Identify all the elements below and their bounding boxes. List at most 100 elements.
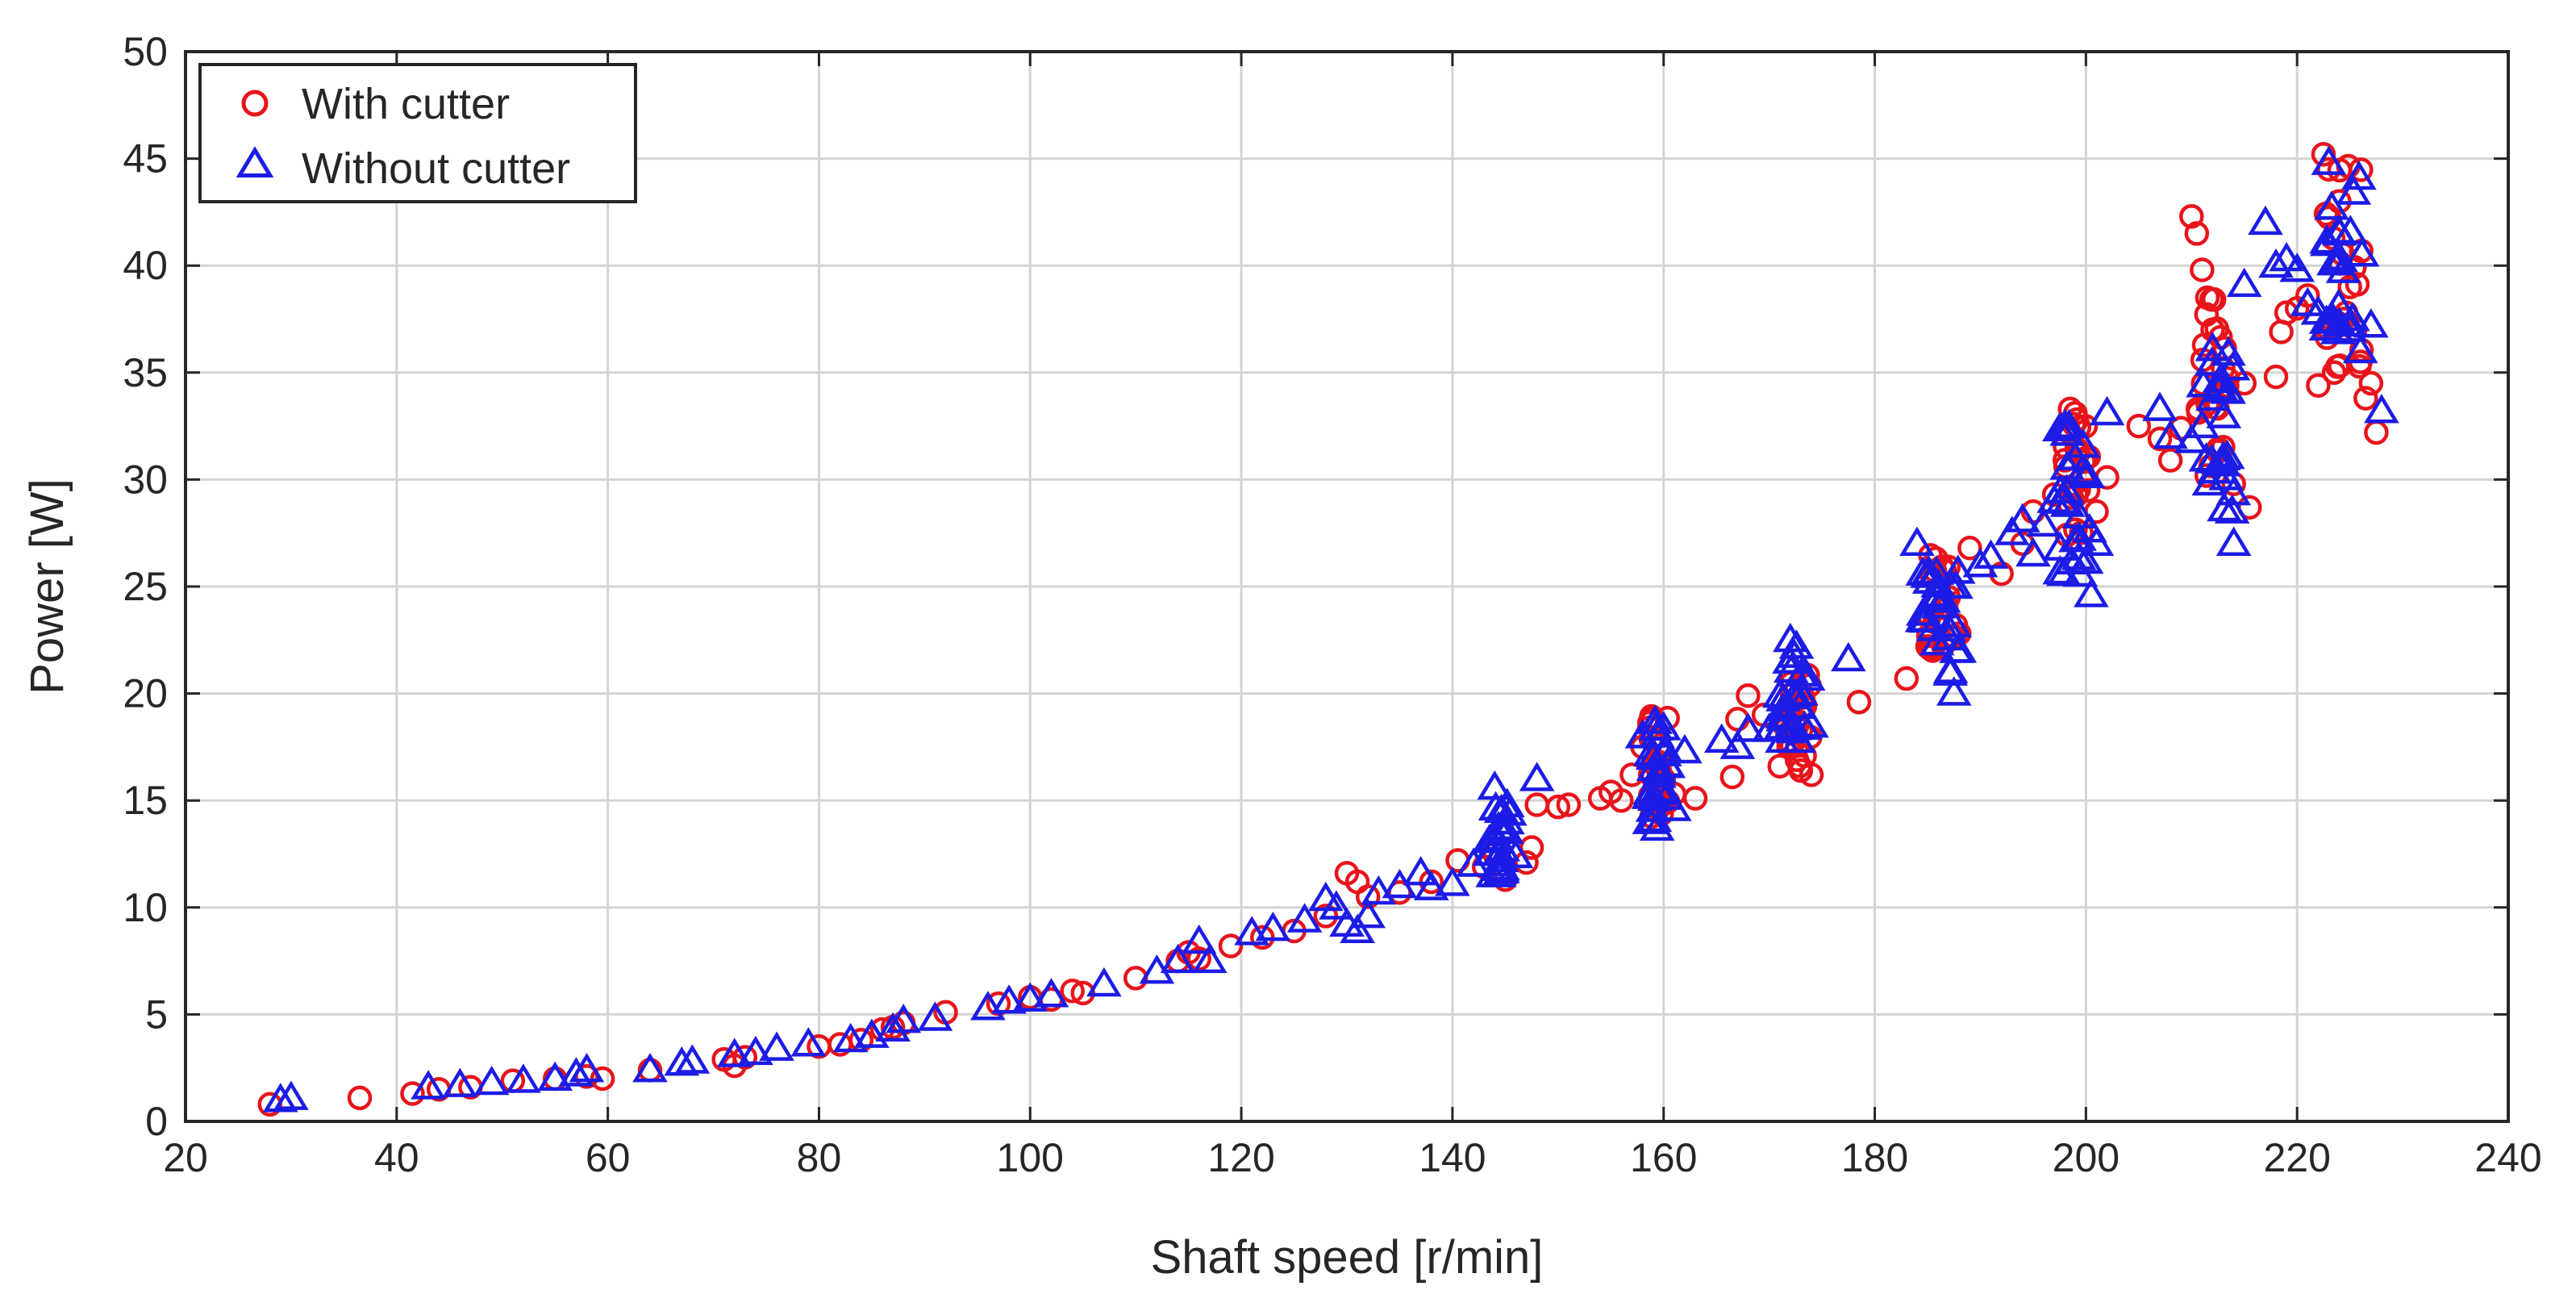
without-cutter-point bbox=[1647, 733, 1683, 762]
without-cutter-point bbox=[674, 1044, 711, 1074]
with-cutter-point bbox=[1894, 666, 1919, 691]
y-tick-label: 30 bbox=[123, 457, 168, 502]
without-cutter-point bbox=[1925, 583, 1961, 613]
without-cutter-point bbox=[1435, 866, 1470, 896]
without-cutter-point bbox=[1340, 913, 1375, 943]
x-tick-label: 220 bbox=[2263, 1135, 2330, 1180]
without-cutter-point bbox=[2332, 307, 2368, 337]
y-tick-label: 40 bbox=[123, 243, 168, 288]
without-cutter-point bbox=[1775, 713, 1811, 744]
with-cutter-point bbox=[2345, 272, 2370, 297]
with-cutter-point bbox=[2184, 221, 2210, 246]
without-cutter-point bbox=[2042, 474, 2078, 504]
with-cutter-point bbox=[1787, 754, 1812, 779]
with-cutter-point bbox=[1736, 683, 1761, 708]
with-cutter-point bbox=[2263, 364, 2289, 390]
x-tick-label: 80 bbox=[797, 1135, 842, 1180]
with-cutter-point bbox=[1846, 689, 1872, 715]
without-cutter-point bbox=[2311, 145, 2347, 175]
without-cutter-point bbox=[2215, 476, 2252, 506]
without-cutter-point bbox=[1782, 689, 1817, 720]
without-cutter-point bbox=[2089, 395, 2125, 426]
without-cutter-point bbox=[1519, 762, 1555, 791]
without-cutter-point bbox=[1255, 911, 1291, 941]
y-tick-label: 50 bbox=[123, 29, 168, 74]
without-cutter-point bbox=[1973, 539, 2009, 569]
without-cutter-point bbox=[2061, 541, 2097, 570]
without-cutter-point bbox=[759, 1031, 794, 1061]
without-cutter-point bbox=[1719, 729, 1756, 759]
without-cutter-point bbox=[917, 1001, 953, 1031]
x-tick-label: 200 bbox=[2053, 1135, 2120, 1180]
x-tick-label: 100 bbox=[997, 1135, 1064, 1180]
without-cutter-point bbox=[1492, 796, 1528, 826]
legend-marker-with-cutter bbox=[241, 90, 269, 117]
x-tick-label: 20 bbox=[163, 1135, 208, 1180]
without-cutter-point bbox=[1160, 943, 1196, 974]
x-tick-label: 40 bbox=[374, 1135, 419, 1180]
without-cutter-point bbox=[1932, 653, 1969, 683]
without-cutter-point bbox=[537, 1061, 573, 1091]
y-axis-label: Power [W] bbox=[21, 478, 73, 695]
without-cutter-point bbox=[2051, 408, 2087, 439]
without-cutter-point bbox=[1478, 791, 1514, 820]
without-cutter-point bbox=[1790, 661, 1826, 691]
without-cutter-point bbox=[1637, 704, 1673, 734]
without-cutter-point bbox=[1667, 733, 1703, 764]
without-cutter-point bbox=[506, 1063, 541, 1093]
without-cutter-point bbox=[558, 1057, 594, 1087]
with-cutter-point bbox=[400, 1081, 425, 1106]
legend-box bbox=[198, 63, 637, 203]
y-tick-label: 10 bbox=[123, 885, 168, 930]
without-cutter-point bbox=[1483, 793, 1519, 824]
without-cutter-point bbox=[2248, 205, 2283, 236]
without-cutter-point bbox=[1939, 633, 1974, 663]
without-cutter-point bbox=[2364, 394, 2399, 424]
without-cutter-point bbox=[1033, 978, 1069, 1008]
y-tick-label: 25 bbox=[123, 564, 168, 609]
without-cutter-point bbox=[1403, 855, 1439, 886]
x-tick-label: 180 bbox=[1841, 1135, 1908, 1180]
without-cutter-point bbox=[2174, 424, 2210, 453]
without-cutter-point bbox=[442, 1067, 478, 1097]
without-cutter-point bbox=[569, 1052, 605, 1083]
without-cutter-point bbox=[1350, 899, 1386, 929]
without-cutter-point bbox=[2211, 374, 2246, 404]
with-cutter-point bbox=[1545, 794, 1571, 820]
with-cutter-point bbox=[2179, 203, 2204, 229]
without-cutter-point bbox=[2062, 557, 2099, 587]
without-cutter-point bbox=[1915, 612, 1952, 641]
without-cutter-point bbox=[262, 1083, 298, 1113]
without-cutter-point bbox=[738, 1035, 773, 1066]
without-cutter-point bbox=[1485, 832, 1521, 862]
without-cutter-point bbox=[1911, 554, 1947, 585]
without-cutter-point bbox=[854, 1018, 890, 1048]
without-cutter-point bbox=[1472, 836, 1508, 866]
without-cutter-point bbox=[1641, 758, 1677, 788]
with-cutter-point bbox=[1682, 786, 1708, 811]
with-cutter-point bbox=[1186, 946, 1211, 971]
without-cutter-point bbox=[2314, 190, 2349, 220]
without-cutter-point bbox=[2042, 555, 2078, 585]
with-cutter-point bbox=[1355, 884, 1381, 909]
without-cutter-point bbox=[2215, 351, 2251, 381]
without-cutter-point bbox=[970, 991, 1006, 1021]
without-cutter-point bbox=[1639, 811, 1675, 841]
without-cutter-point bbox=[2215, 526, 2252, 556]
without-cutter-point bbox=[2049, 416, 2085, 446]
without-cutter-point bbox=[2153, 419, 2188, 449]
without-cutter-point bbox=[1765, 682, 1801, 712]
without-cutter-point bbox=[2142, 391, 2178, 421]
without-cutter-point bbox=[273, 1080, 309, 1110]
with-cutter-point bbox=[1556, 792, 1582, 817]
without-cutter-point bbox=[1632, 737, 1669, 766]
without-cutter-point bbox=[2226, 267, 2262, 298]
x-tick-label: 160 bbox=[1630, 1135, 1697, 1180]
without-cutter-point bbox=[2258, 248, 2294, 278]
with-cutter-point bbox=[2199, 286, 2224, 312]
with-cutter-point bbox=[2157, 448, 2183, 473]
without-cutter-point bbox=[1413, 871, 1449, 900]
without-cutter-point bbox=[1794, 708, 1829, 738]
without-cutter-point bbox=[2074, 578, 2109, 607]
